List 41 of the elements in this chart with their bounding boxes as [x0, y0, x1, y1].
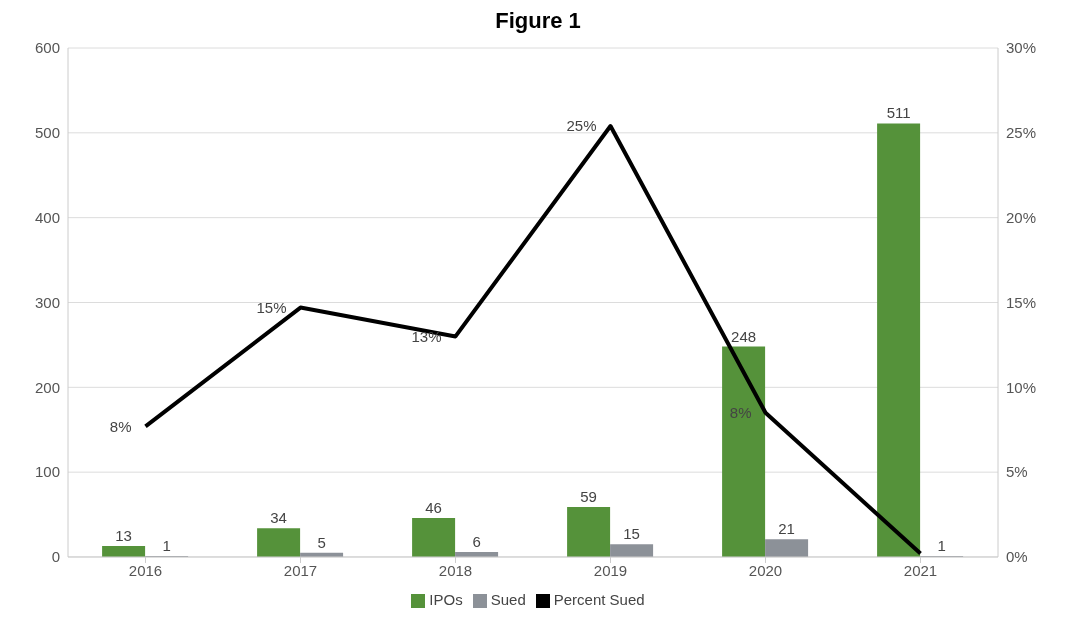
data-label: 6 — [472, 532, 481, 550]
x-tick-label: 2018 — [438, 561, 473, 579]
legend-label: IPOs — [429, 590, 463, 608]
legend-label: Sued — [490, 590, 526, 608]
data-label: 21 — [778, 520, 795, 538]
y-tick-label: 100 — [34, 463, 60, 481]
y2-tick-label: 25% — [1006, 124, 1037, 142]
data-label: 248 — [731, 327, 757, 345]
x-tick-label: 2021 — [903, 561, 938, 579]
y2-tick-label: 20% — [1006, 208, 1037, 226]
y2-tick-label: 0% — [1006, 548, 1028, 566]
y-tick-label: 600 — [34, 39, 60, 57]
data-label: 1 — [937, 537, 946, 555]
data-label: 1 — [162, 537, 171, 555]
data-label: 15% — [256, 298, 287, 316]
x-tick-label: 2017 — [283, 561, 318, 579]
data-label: 8% — [729, 404, 752, 422]
y-tick-label: 300 — [34, 293, 60, 311]
y-tick-label: 500 — [34, 124, 60, 142]
y2-tick-label: 5% — [1006, 463, 1028, 481]
data-label: 511 — [886, 104, 911, 122]
data-label: 25% — [566, 117, 597, 135]
legend-label: Percent Sued — [553, 590, 645, 608]
x-tick-label: 2020 — [748, 561, 783, 579]
data-label: 34 — [270, 509, 287, 527]
y2-tick-label: 30% — [1006, 39, 1037, 57]
y2-tick-label: 15% — [1006, 293, 1037, 311]
data-label: 46 — [425, 498, 442, 516]
x-tick-label: 2016 — [128, 561, 163, 579]
data-label: 13 — [115, 526, 132, 544]
chart-title: Figure 1 — [494, 8, 582, 34]
y-tick-label: 400 — [34, 208, 60, 226]
data-label: 15 — [623, 525, 640, 543]
data-label: 5 — [317, 533, 326, 551]
y-tick-label: 200 — [34, 378, 60, 396]
data-label: 8% — [109, 417, 132, 435]
data-label: 59 — [580, 487, 597, 505]
x-tick-label: 2019 — [593, 561, 628, 579]
y2-tick-label: 10% — [1006, 378, 1037, 396]
data-label: 13% — [411, 327, 442, 345]
y-tick-label: 0 — [51, 548, 60, 566]
